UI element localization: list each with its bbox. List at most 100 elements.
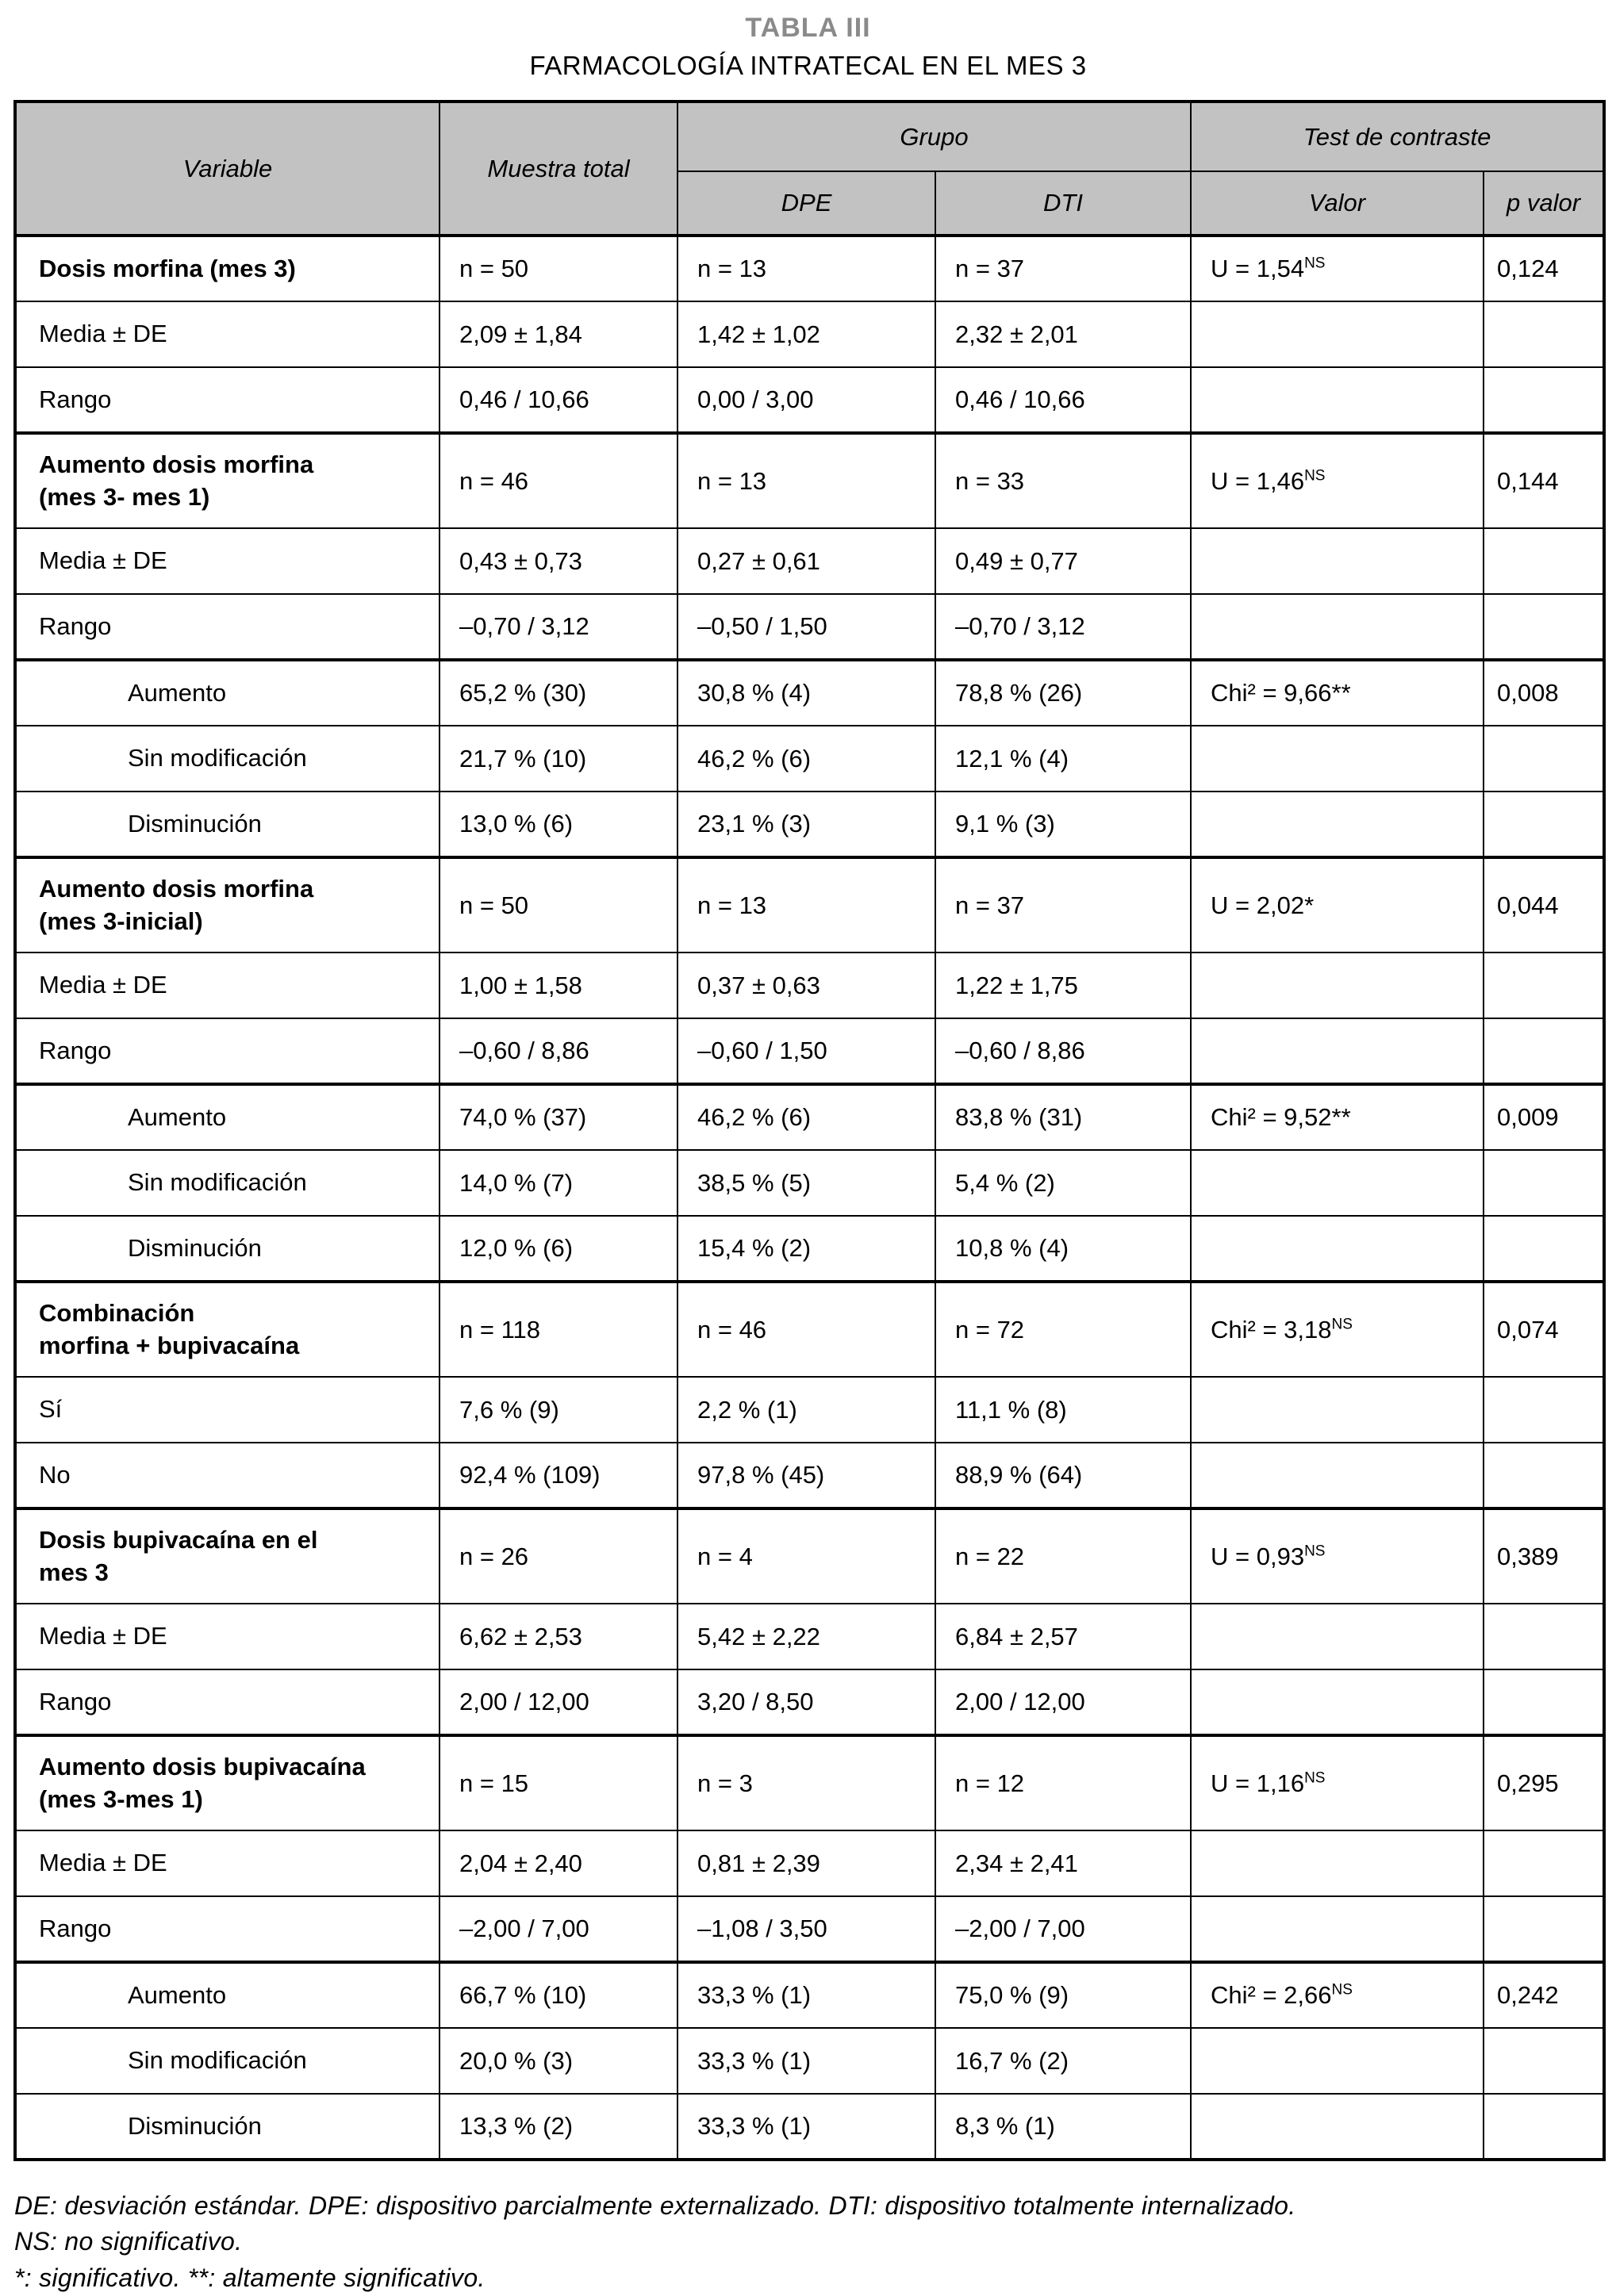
table-row: Aumento dosis morfina (mes 3-inicial) n =…: [14, 856, 1606, 953]
valor-cell: [1190, 593, 1485, 661]
valor-cell: [1190, 1603, 1485, 1670]
test-statistic: U = 1,54: [1211, 255, 1305, 282]
muestra-total-cell: n = 46: [439, 431, 678, 529]
muestra-total-cell: 7,6 % (9): [439, 1376, 678, 1443]
table-row: Media ± DE 1,00 ± 1,58 0,37 ± 0,63 1,22 ± 1…: [14, 952, 1606, 1019]
valor-cell: [1190, 366, 1485, 434]
table-row: Media ± DE 0,43 ± 0,73 0,27 ± 0,61 0,49 ± 0…: [14, 527, 1606, 595]
variable-cell: Rango: [14, 1669, 440, 1736]
dti-cell: 78,8 % (26): [934, 658, 1192, 726]
significance-superscript: NS: [1331, 1981, 1353, 1999]
p-valor-cell: [1483, 1215, 1606, 1282]
dpe-cell: 0,81 ± 2,39: [677, 1830, 936, 1897]
significance-superscript: NS: [1331, 1316, 1353, 1333]
p-valor-cell: [1483, 366, 1606, 434]
col-header-test-de-contraste: Test de contraste: [1190, 101, 1606, 172]
muestra-total-cell: 74,0 % (37): [439, 1083, 678, 1151]
p-valor-cell: [1483, 2027, 1606, 2095]
col-header-dti: DTI: [934, 171, 1192, 236]
dti-cell: n = 37: [934, 856, 1192, 953]
variable-cell: Combinación morfina + bupivacaína: [14, 1280, 440, 1378]
muestra-total-cell: 66,7 % (10): [439, 1961, 678, 2029]
table-row: Combinación morfina + bupivacaína n = 118…: [14, 1280, 1606, 1378]
col-header-grupo: Grupo: [676, 101, 1192, 172]
variable-cell: Media ± DE: [14, 1603, 440, 1670]
dpe-cell: 97,8 % (45): [677, 1442, 936, 1509]
col-header-dpe: DPE: [677, 171, 936, 236]
variable-cell: Dosis bupivacaína en el mes 3: [14, 1507, 440, 1604]
dti-cell: 1,22 ± 1,75: [934, 952, 1192, 1019]
dti-cell: 9,1 % (3): [934, 791, 1192, 858]
dpe-cell: n = 3: [677, 1734, 936, 1831]
muestra-total-cell: 0,46 / 10,66: [439, 366, 678, 434]
dpe-cell: n = 46: [677, 1280, 936, 1378]
variable-cell: Sí: [14, 1376, 440, 1443]
muestra-total-cell: n = 15: [439, 1734, 678, 1831]
muestra-total-cell: 65,2 % (30): [439, 658, 678, 726]
dpe-cell: 5,42 ± 2,22: [677, 1603, 936, 1670]
variable-cell: Media ± DE: [14, 952, 440, 1019]
p-valor-cell: 0,044: [1483, 856, 1606, 953]
table-row: Sí 7,6 % (9) 2,2 % (1) 11,1 % (8): [14, 1376, 1606, 1443]
pharmacology-table: Variable Muestra total Grupo Test de con…: [13, 100, 1606, 2161]
col-header-muestra-total: Muestra total: [439, 101, 678, 236]
dti-cell: n = 72: [934, 1280, 1192, 1378]
variable-cell: Disminución: [14, 2093, 440, 2160]
muestra-total-cell: n = 118: [439, 1280, 678, 1378]
variable-cell: Media ± DE: [14, 301, 440, 368]
col-header-p-valor: p valor: [1483, 171, 1606, 236]
p-valor-cell: 0,144: [1483, 431, 1606, 529]
variable-cell: Rango: [14, 1895, 440, 1963]
col-header-valor: Valor: [1190, 171, 1485, 236]
valor-cell: [1190, 1895, 1485, 1963]
valor-cell: Chi² = 9,52**: [1190, 1083, 1485, 1151]
dti-cell: n = 22: [934, 1507, 1192, 1604]
muestra-total-cell: –0,60 / 8,86: [439, 1018, 678, 1085]
p-valor-cell: 0,124: [1483, 234, 1606, 302]
valor-cell: [1190, 301, 1485, 368]
dpe-cell: 33,3 % (1): [677, 1961, 936, 2029]
valor-cell: [1190, 1669, 1485, 1736]
table-row: Media ± DE 2,04 ± 2,40 0,81 ± 2,39 2,34 ± 2…: [14, 1830, 1606, 1897]
muestra-total-cell: 13,0 % (6): [439, 791, 678, 858]
dti-cell: 6,84 ± 2,57: [934, 1603, 1192, 1670]
valor-cell: [1190, 725, 1485, 792]
dti-cell: 8,3 % (1): [934, 2093, 1192, 2160]
valor-cell: [1190, 952, 1485, 1019]
variable-cell: Disminución: [14, 791, 440, 858]
dti-cell: –0,60 / 8,86: [934, 1018, 1192, 1085]
table-row: Media ± DE 6,62 ± 2,53 5,42 ± 2,22 6,84 ± 2…: [14, 1603, 1606, 1670]
dpe-cell: 0,37 ± 0,63: [677, 952, 936, 1019]
muestra-total-cell: –0,70 / 3,12: [439, 593, 678, 661]
table-row: Sin modificación 21,7 % (10) 46,2 % (6) 12,…: [14, 725, 1606, 792]
valor-cell: U = 2,02*: [1190, 856, 1485, 953]
muestra-total-cell: –2,00 / 7,00: [439, 1895, 678, 1963]
valor-cell: [1190, 2027, 1485, 2095]
p-valor-cell: [1483, 301, 1606, 368]
valor-cell: Chi² = 9,66**: [1190, 658, 1485, 726]
header-row-2: DPE DTI Valor p valor: [15, 171, 1606, 236]
dpe-cell: 33,3 % (1): [677, 2093, 936, 2160]
valor-cell: U = 1,54NS: [1190, 234, 1485, 302]
p-valor-cell: [1483, 593, 1606, 661]
variable-cell: Dosis morfina (mes 3): [14, 234, 440, 302]
dti-cell: 16,7 % (2): [934, 2027, 1192, 2095]
variable-cell: Media ± DE: [14, 527, 440, 595]
variable-cell: Media ± DE: [14, 1830, 440, 1897]
muestra-total-cell: 14,0 % (7): [439, 1149, 678, 1217]
p-valor-cell: 0,242: [1483, 1961, 1606, 2029]
p-valor-cell: 0,389: [1483, 1507, 1606, 1604]
table-row: Disminución 12,0 % (6) 15,4 % (2) 10,8 % (4…: [14, 1215, 1606, 1282]
table-row: Aumento 65,2 % (30) 30,8 % (4) 78,8 % (26) C…: [14, 658, 1606, 726]
table-row: Rango 0,46 / 10,66 0,00 / 3,00 0,46 / 10,66: [14, 366, 1606, 434]
variable-cell: Sin modificación: [14, 2027, 440, 2095]
dpe-cell: –0,50 / 1,50: [677, 593, 936, 661]
variable-cell: Aumento: [14, 1083, 440, 1151]
table-row: Media ± DE 2,09 ± 1,84 1,42 ± 1,02 2,32 ± 2…: [14, 301, 1606, 368]
dti-cell: 5,4 % (2): [934, 1149, 1192, 1217]
muestra-total-cell: n = 50: [439, 234, 678, 302]
table-row: Rango –2,00 / 7,00 –1,08 / 3,50 –2,00 / 7,0…: [14, 1895, 1606, 1963]
table-row: Rango –0,70 / 3,12 –0,50 / 1,50 –0,70 / 3,1…: [14, 593, 1606, 661]
variable-cell: Rango: [14, 366, 440, 434]
dpe-cell: 30,8 % (4): [677, 658, 936, 726]
